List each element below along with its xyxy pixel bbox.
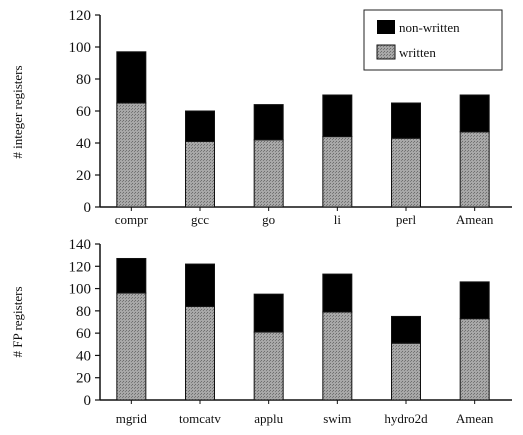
y-tick-label: 100 [69,40,92,56]
bar-written-gcc [185,140,215,208]
y-tick-label: 0 [84,200,92,216]
y-tick-label: 80 [76,72,91,88]
bar-written-Amean [459,131,490,208]
y-tick-label: 140 [69,237,92,253]
x-tick-label: gcc [191,212,209,227]
bar-non-written-swim [322,273,353,313]
bar-non-written-tomcatv [185,263,215,307]
legend-label-written: written [399,45,436,60]
bar-written-mgrid [116,292,147,401]
bar-written-Amean [459,318,490,401]
x-tick-label: tomcatv [179,411,221,426]
x-tick-label: li [334,212,342,227]
x-tick-label: applu [254,411,283,426]
bar-non-written-Amean [459,281,490,320]
y-axis-label: # FP registers [10,286,25,357]
bar-non-written-compr [116,51,147,104]
bar-non-written-applu [253,293,284,333]
fp-registers-chart: 0 20 40 60 80 100 120 140 mgrid tomcatv applu swim h… [10,237,512,426]
bar-written-tomcatv [185,305,215,401]
bar-written-applu [253,331,284,401]
bar-non-written-go [253,104,284,141]
bar-non-written-gcc [185,110,215,142]
bar-non-written-perl [391,102,421,139]
x-tick-label: perl [396,212,417,227]
bar-non-written-Amean [459,94,490,133]
bar-written-hydro2d [391,342,421,401]
y-axis-label: # integer registers [10,65,25,158]
bar-non-written-mgrid [116,257,147,294]
legend-swatch-written [376,44,396,60]
legend-label-non-written: non-written [399,20,460,35]
y-tick-label: 80 [76,304,91,320]
y-tick-label: 120 [69,259,92,275]
x-tick-label: compr [115,212,149,227]
bar-written-go [253,139,284,208]
y-tick-label: 20 [76,168,91,184]
bar-written-swim [322,311,353,401]
x-tick-label: hydro2d [384,411,428,426]
y-tick-label: 40 [76,348,91,364]
y-tick-label: 120 [69,8,92,24]
y-tick-label: 0 [84,393,92,409]
x-tick-label: Amean [456,411,494,426]
bar-written-perl [391,137,421,208]
x-tick-label: mgrid [116,411,148,426]
bar-written-li [322,136,353,208]
x-tick-label: go [262,212,275,227]
x-tick-label: Amean [456,212,494,227]
bar-written-compr [116,102,147,208]
bar-non-written-hydro2d [391,315,421,344]
x-tick-label: swim [323,411,351,426]
y-tick-label: 20 [76,371,91,387]
y-tick-label: 60 [76,104,91,120]
legend: non-written written [363,9,503,71]
integer-registers-chart: 0 20 40 60 80 100 120 compr gcc go li perl Amean # i… [10,8,512,227]
bar-non-written-li [322,94,353,138]
y-tick-label: 60 [76,326,91,342]
legend-box [363,9,503,71]
y-tick-label: 100 [69,282,92,298]
legend-swatch-non-written [377,20,395,34]
y-tick-label: 40 [76,136,91,152]
